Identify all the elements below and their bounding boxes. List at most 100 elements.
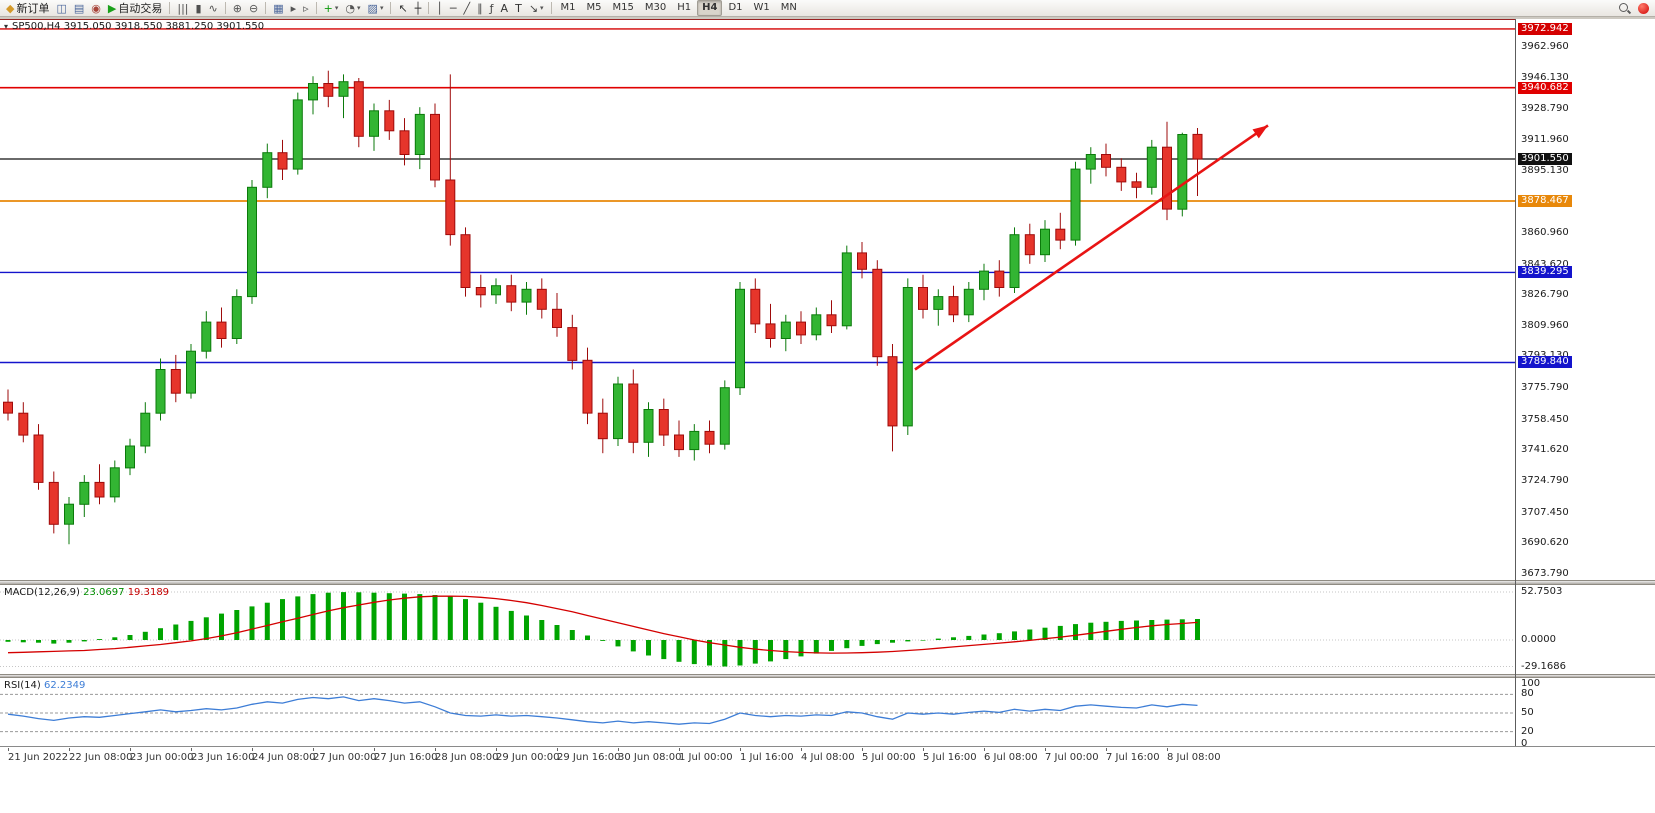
channel-button-icon: ∥ bbox=[477, 1, 483, 15]
time-tick bbox=[130, 748, 131, 751]
toolbar-separator bbox=[169, 2, 171, 14]
time-axis-label: 6 Jul 08:00 bbox=[984, 752, 1038, 763]
timeframe-m30-button[interactable]: M30 bbox=[644, 2, 667, 13]
time-axis-label: 24 Jun 08:00 bbox=[252, 752, 316, 763]
channel-button[interactable]: ∥ bbox=[474, 1, 486, 16]
price-axis-label: 3826.790 bbox=[1521, 289, 1569, 300]
price-axis-label: 3707.450 bbox=[1521, 507, 1569, 518]
time-axis-label: 21 Jun 2022 bbox=[8, 752, 69, 763]
rsi-pane[interactable] bbox=[0, 678, 1515, 746]
macd-pane[interactable] bbox=[0, 585, 1515, 674]
timeframe-h4-button[interactable]: H4 bbox=[697, 0, 723, 16]
text-button[interactable]: A bbox=[498, 1, 512, 16]
timeframe-h1-button[interactable]: H1 bbox=[677, 2, 692, 13]
price-axis[interactable]: 3972.9603962.9603946.1303928.7903911.960… bbox=[1516, 0, 1655, 766]
time-axis-label: 27 Jun 00:00 bbox=[313, 752, 377, 763]
symbol-info: ▾ SP500,H4 3915.050 3918.550 3881.250 39… bbox=[4, 21, 264, 32]
price-axis-label: 3911.960 bbox=[1521, 134, 1569, 145]
rsi-line bbox=[7, 696, 1198, 725]
periods-button[interactable]: ◔ ▾ bbox=[342, 1, 363, 16]
bar-chart-button[interactable]: ||| bbox=[174, 1, 191, 16]
price-axis-label: 3724.790 bbox=[1521, 475, 1569, 486]
templates-button-icon: ▨ bbox=[367, 1, 378, 15]
zoom-out-button[interactable]: ⊖ bbox=[246, 1, 261, 16]
pane-splitter[interactable] bbox=[0, 580, 1655, 585]
profiles-button[interactable]: ▤ bbox=[71, 1, 87, 16]
price-axis-label: 3775.790 bbox=[1521, 382, 1569, 393]
arrows-button[interactable]: ↘ ▾ bbox=[526, 1, 547, 16]
indicators-button[interactable]: + ▾ bbox=[321, 1, 342, 16]
time-axis-label: 29 Jun 16:00 bbox=[557, 752, 621, 763]
timeframe-mn-button[interactable]: MN bbox=[780, 2, 797, 13]
time-axis-label: 8 Jul 08:00 bbox=[1167, 752, 1221, 763]
new-order-button[interactable]: ◆ 新订单 bbox=[3, 1, 52, 16]
toolbar-separator bbox=[390, 2, 392, 14]
price-axis-label: 3793.130 bbox=[1521, 350, 1569, 362]
candles bbox=[3, 70, 1203, 545]
fibonacci-button[interactable]: ƒ bbox=[487, 1, 497, 16]
rsi-levels bbox=[0, 693, 1515, 733]
search-button[interactable] bbox=[1615, 1, 1634, 16]
time-tick bbox=[69, 748, 70, 751]
candlestick-chart-button[interactable]: ▮ bbox=[192, 1, 204, 16]
price-line-badge: 3901.550 bbox=[1518, 153, 1572, 165]
time-tick bbox=[1106, 748, 1107, 751]
price-line-badge: 3940.682 bbox=[1518, 82, 1572, 94]
price-axis-label: 3928.790 bbox=[1521, 103, 1569, 114]
horizontal-line-button[interactable]: ─ bbox=[447, 1, 460, 16]
rsi-label: RSI(14) 62.2349 bbox=[4, 680, 85, 691]
time-axis-label: 1 Jul 00:00 bbox=[679, 752, 733, 763]
main-chart[interactable] bbox=[0, 19, 1515, 580]
time-tick bbox=[679, 748, 680, 751]
caret-down-icon: ▾ bbox=[379, 3, 384, 12]
rsi-axis-label: 100 bbox=[1521, 678, 1541, 689]
text-label-button[interactable]: T bbox=[512, 1, 525, 16]
trendline-button-icon: ╱ bbox=[463, 1, 471, 15]
price-line-badge: 3972.942 bbox=[1518, 23, 1572, 35]
tile-windows-button[interactable]: ▦ bbox=[270, 1, 286, 16]
price-line-badge: 3839.295 bbox=[1518, 266, 1572, 278]
caret-down-icon: ▾ bbox=[334, 3, 339, 12]
vertical-line-button[interactable]: │ bbox=[433, 1, 446, 16]
symbol-ohlc-text: SP500,H4 3915.050 3918.550 3881.250 3901… bbox=[12, 21, 265, 32]
time-tick bbox=[313, 748, 314, 751]
market-watch-button[interactable]: ◉ bbox=[88, 1, 104, 16]
rsi-axis-label: 0 bbox=[1521, 738, 1528, 749]
notification-button[interactable] bbox=[1635, 1, 1652, 16]
templates-button[interactable]: ▨ ▾ bbox=[365, 1, 387, 16]
symbol-marker-icon: ▾ bbox=[4, 22, 9, 31]
rsi-axis-label: 80 bbox=[1521, 688, 1534, 699]
time-tick bbox=[618, 748, 619, 751]
pane-splitter[interactable] bbox=[0, 674, 1655, 678]
auto-scroll-button[interactable]: ▸ bbox=[288, 1, 300, 16]
time-tick bbox=[557, 748, 558, 751]
timeframe-d1-button[interactable]: D1 bbox=[728, 2, 743, 13]
toolbar-separator bbox=[428, 2, 430, 14]
time-tick bbox=[8, 748, 9, 751]
price-line-badge: 3789.840 bbox=[1518, 356, 1572, 368]
line-chart-button[interactable]: ∿ bbox=[206, 1, 221, 16]
time-tick bbox=[435, 748, 436, 751]
time-axis-label: 7 Jul 16:00 bbox=[1106, 752, 1160, 763]
timeframe-m15-button[interactable]: M15 bbox=[612, 2, 634, 13]
crosshair-button[interactable]: ┼ bbox=[412, 1, 425, 16]
timeframe-m1-button[interactable]: M1 bbox=[560, 2, 576, 13]
autotrading-button[interactable]: ▶ 自动交易 bbox=[105, 1, 165, 16]
profiles-button-icon: ▤ bbox=[73, 1, 85, 15]
cursor-button[interactable]: ↖ bbox=[395, 1, 410, 16]
chart-shift-button[interactable]: ▹ bbox=[300, 1, 312, 16]
trendline-button[interactable]: ╱ bbox=[461, 1, 474, 16]
time-tick bbox=[801, 748, 802, 751]
chart-window-border bbox=[0, 17, 1655, 19]
price-axis-label: 3962.960 bbox=[1521, 41, 1569, 52]
price-axis-label: 3758.450 bbox=[1521, 414, 1569, 425]
time-axis[interactable]: 21 Jun 2022 22 Jun 08:00 23 Jun 00:00 23 Ju… bbox=[0, 748, 1515, 766]
timeframe-m5-button[interactable]: M5 bbox=[586, 2, 602, 13]
autotrading-button-label: 自动交易 bbox=[118, 1, 163, 15]
cursor-button-icon: ↖ bbox=[398, 1, 408, 15]
macd-axis-label: -29.1686 bbox=[1521, 661, 1566, 672]
timeframe-w1-button[interactable]: W1 bbox=[753, 2, 770, 13]
charts-windows-button[interactable]: ◫ bbox=[53, 1, 69, 16]
rsi-name: RSI(14) bbox=[4, 680, 41, 691]
zoom-in-button[interactable]: ⊕ bbox=[230, 1, 245, 16]
